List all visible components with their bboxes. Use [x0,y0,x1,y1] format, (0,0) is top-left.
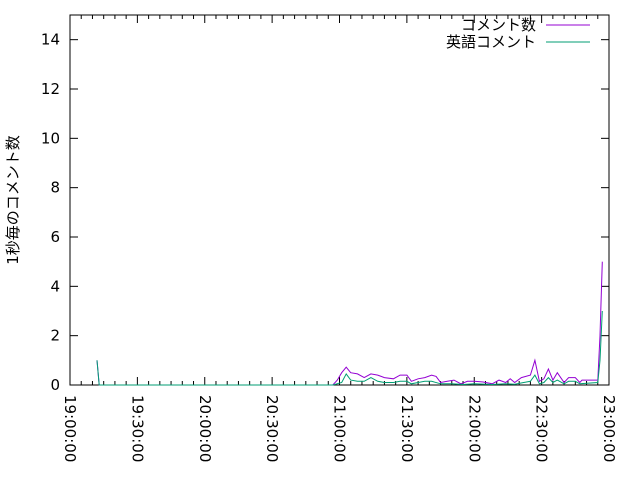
x-tick-label: 22:00:00 [465,395,483,462]
y-axis-label: 1秒毎のコメント数 [4,135,22,265]
series-line-1 [96,261,603,386]
x-tick-label: 21:30:00 [398,395,416,462]
legend-label: 英語コメント [446,33,536,51]
y-tick-label: 0 [50,376,60,394]
x-tick-label: 19:00:00 [61,395,79,462]
x-tick-label: 21:00:00 [331,395,349,462]
y-tick-label: 2 [50,327,60,345]
legend-label: コメント数 [461,16,536,34]
y-tick-label: 12 [41,80,60,98]
y-tick-label: 14 [41,31,60,49]
x-tick-label: 19:30:00 [128,395,146,462]
y-tick-label: 8 [50,179,60,197]
y-tick-label: 10 [41,129,60,147]
x-tick-label: 20:00:00 [196,395,214,462]
y-tick-label: 4 [50,277,60,295]
y-tick-label: 6 [50,228,60,246]
x-tick-label: 22:30:00 [533,395,551,462]
x-tick-label: 20:30:00 [263,395,281,462]
plot-frame [69,14,610,386]
series-line-2 [96,310,603,386]
x-tick-label: 23:00:00 [600,395,618,462]
